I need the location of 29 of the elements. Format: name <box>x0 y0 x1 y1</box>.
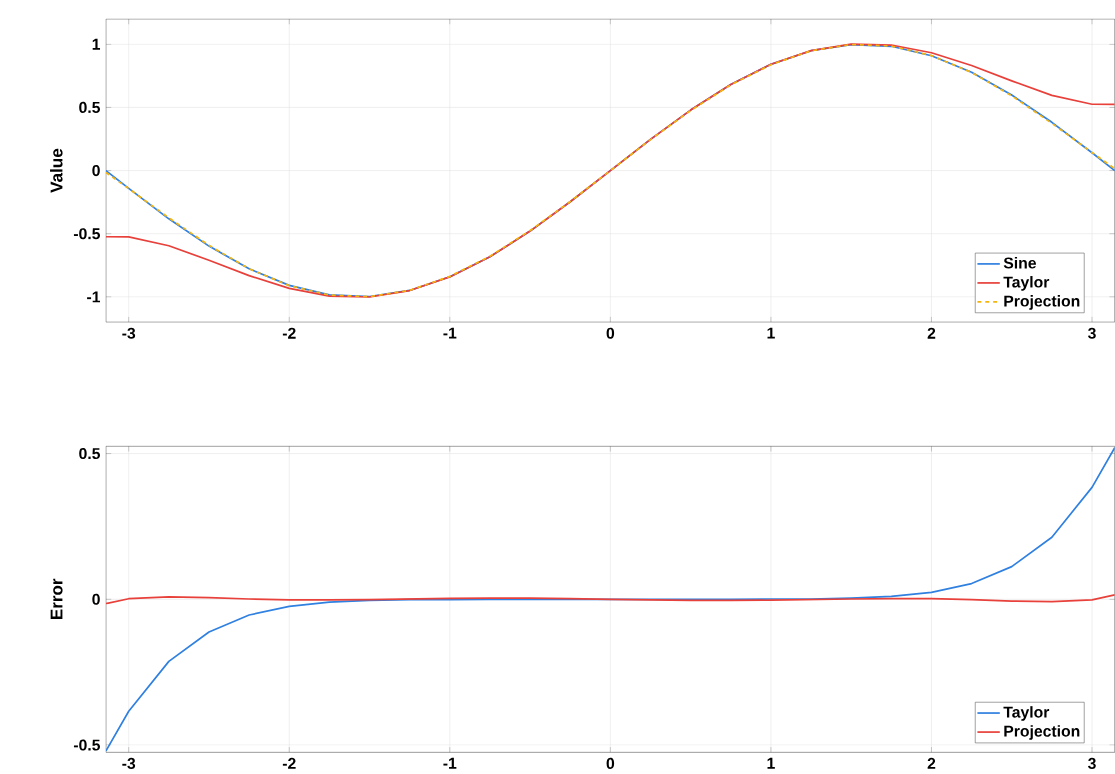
y-tick-label: 0 <box>92 593 100 605</box>
y-tick-label: 0.5 <box>79 447 101 459</box>
x-tick-label: 1 <box>767 757 775 769</box>
x-tick-label: -2 <box>282 757 296 769</box>
legend-label: Projection <box>1004 294 1080 310</box>
legend-label: Taylor <box>1003 706 1050 721</box>
legend-label: Taylor <box>1003 275 1050 291</box>
y-tick-label: 0.5 <box>79 101 101 113</box>
x-tick-label: 0 <box>606 327 615 339</box>
y-tick-label: 1 <box>92 38 101 50</box>
x-tick-label: -1 <box>443 327 457 339</box>
legend-label: Sine <box>1003 256 1036 269</box>
x-tick-label: 2 <box>927 327 936 339</box>
y-tick-label: -0.5 <box>73 739 101 751</box>
y-tick-label: -1 <box>87 291 101 303</box>
x-tick-label: -3 <box>122 757 136 769</box>
y-axis-title: Value <box>50 148 63 193</box>
x-tick-label: 3 <box>1088 757 1096 769</box>
x-tick-label: -3 <box>122 327 136 339</box>
x-tick-label: 2 <box>927 757 936 769</box>
y-tick-label: -0.5 <box>73 228 101 240</box>
x-tick-label: 1 <box>767 327 775 339</box>
x-tick-label: 0 <box>606 757 615 769</box>
y-axis-title: Error <box>50 578 63 619</box>
legend-label: Projection <box>1004 725 1080 740</box>
x-tick-label: 3 <box>1088 327 1096 339</box>
x-tick-label: -1 <box>443 757 457 769</box>
x-tick-label: -2 <box>282 327 296 339</box>
y-tick-label: 0 <box>92 164 100 177</box>
